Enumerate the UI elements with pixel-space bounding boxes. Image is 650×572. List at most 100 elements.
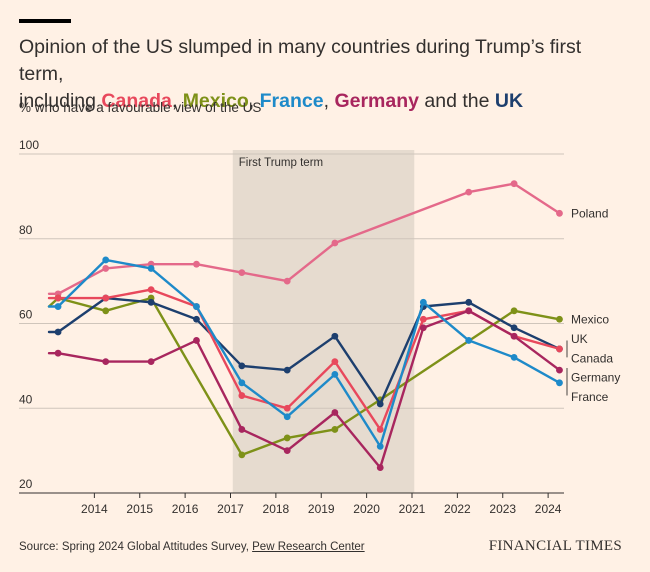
data-point-uk — [465, 298, 473, 306]
chart-subtitle: % who have a favourable view of the US — [19, 100, 262, 115]
y-tick-label: 40 — [19, 392, 33, 406]
header-bar — [19, 19, 71, 23]
x-tick-label: 2017 — [217, 502, 244, 516]
data-point-uk — [147, 298, 155, 306]
data-point-france — [147, 265, 155, 272]
y-tick-label: 60 — [19, 308, 33, 322]
data-point-uk — [376, 400, 384, 408]
title-line-2: including Canada, Mexico, France, German… — [19, 88, 629, 115]
source-note: Source: Spring 2024 Global Attitudes Sur… — [19, 541, 365, 553]
data-point-germany — [238, 426, 246, 433]
data-point-canada — [54, 294, 62, 302]
data-point-france — [193, 303, 200, 310]
title-line-1: Opinion of the US slumped in many countr… — [19, 36, 582, 85]
data-point-poland — [238, 269, 246, 277]
x-tick-label: 2019 — [308, 502, 335, 516]
series-lines-group — [47, 180, 563, 471]
data-point-mexico — [556, 315, 563, 323]
gridlines-group: 20 40 60 80 100 — [19, 138, 564, 494]
title-prefix: including — [19, 90, 102, 112]
series-label-poland: Poland — [571, 206, 608, 220]
x-tick-label: 2021 — [399, 502, 426, 516]
data-point-uk — [238, 362, 246, 370]
x-tick-label: 2024 — [535, 502, 562, 516]
data-point-mexico — [283, 434, 291, 442]
data-point-mexico — [510, 307, 518, 315]
data-point-germany — [419, 324, 427, 332]
data-point-poland — [465, 188, 473, 196]
data-point-france — [556, 379, 563, 387]
x-axis-group: 2014 2015 2016 2017 2018 2019 2020 2021 2022 2023… — [81, 493, 562, 516]
series-labels-group: Poland Mexico UK Canada Germany France — [566, 206, 620, 404]
data-point-canada — [419, 315, 427, 323]
x-tick-label: 2014 — [81, 502, 108, 516]
x-tick-label: 2023 — [489, 502, 516, 516]
chart-title: Opinion of the US slumped in many countr… — [19, 34, 629, 115]
data-point-germany — [331, 409, 339, 416]
y-tick-label: 100 — [19, 138, 39, 152]
data-point-poland — [283, 277, 291, 285]
data-point-poland — [331, 239, 339, 247]
series-label-canada: Canada — [571, 352, 613, 366]
data-point-france — [510, 354, 518, 361]
data-point-canada — [283, 404, 291, 412]
title-keyword-canada: Canada — [101, 90, 172, 112]
data-point-canada — [331, 358, 339, 366]
data-point-germany — [193, 337, 200, 344]
data-point-france — [419, 298, 427, 306]
data-point-canada — [102, 294, 110, 302]
data-point-germany — [465, 307, 473, 315]
data-point-poland — [102, 265, 110, 272]
data-point-germany — [54, 349, 62, 357]
data-point-poland — [556, 209, 563, 217]
title-sep: and the — [418, 90, 495, 112]
data-point-france — [102, 256, 110, 264]
data-point-uk — [283, 366, 291, 374]
source-text: Source: Spring 2024 Global Attitudes Sur… — [19, 541, 253, 553]
x-tick-label: 2022 — [444, 502, 471, 516]
title-sep: , — [323, 90, 335, 112]
data-point-germany — [102, 358, 110, 366]
data-point-uk — [193, 315, 200, 323]
shaded-region-label: First Trump term — [239, 157, 323, 169]
data-point-poland — [193, 260, 200, 268]
data-point-germany — [510, 332, 518, 340]
data-point-germany — [376, 464, 384, 471]
data-point-germany — [147, 358, 155, 366]
title-keyword-germany: Germany — [334, 90, 419, 112]
title-keyword-uk: UK — [494, 90, 524, 112]
data-point-france — [54, 303, 62, 310]
title-keyword-mexico: Mexico — [182, 90, 249, 112]
y-tick-label: 80 — [19, 223, 33, 237]
x-tick-label: 2016 — [172, 502, 199, 516]
data-point-germany — [556, 366, 563, 374]
data-point-mexico — [238, 451, 246, 459]
series-label-mexico: Mexico — [571, 312, 609, 326]
title-sep: , — [248, 90, 260, 112]
data-point-france — [283, 413, 291, 421]
ft-brand-logo: FINANCIAL TIMES — [488, 538, 622, 554]
data-point-uk — [510, 324, 518, 332]
series-line-mexico — [47, 296, 561, 457]
data-point-canada — [556, 345, 563, 353]
x-tick-label: 2018 — [263, 502, 290, 516]
data-point-germany — [283, 447, 291, 455]
data-point-uk — [54, 328, 62, 336]
data-point-canada — [238, 392, 246, 399]
data-point-france — [331, 370, 339, 378]
data-point-canada — [376, 426, 384, 433]
data-point-canada — [147, 286, 155, 293]
series-label-france: France — [571, 390, 609, 404]
data-point-france — [376, 442, 384, 450]
series-label-uk: UK — [571, 332, 588, 346]
title-sep: , — [171, 90, 183, 112]
x-tick-label: 2015 — [126, 502, 153, 516]
data-point-france — [238, 379, 246, 387]
source-link[interactable]: Pew Research Center — [252, 541, 365, 553]
x-tick-label: 2020 — [353, 502, 380, 516]
data-point-poland — [510, 180, 518, 188]
series-label-germany: Germany — [571, 370, 620, 384]
data-point-mexico — [102, 307, 110, 315]
data-point-uk — [331, 332, 339, 340]
